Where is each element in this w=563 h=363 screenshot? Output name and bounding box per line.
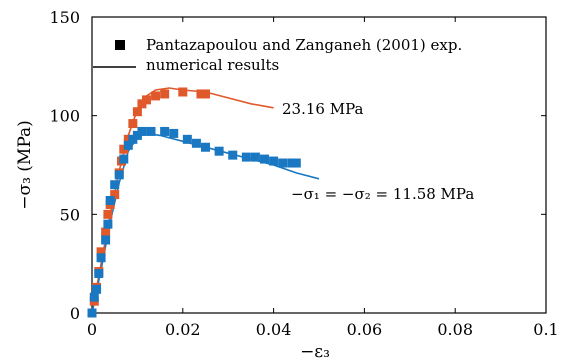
data-point: [96, 247, 106, 257]
data-point: [110, 190, 120, 200]
ticks: 0 0.02 0.04 0.06 0.08 0.1 0 50 100 150: [49, 8, 558, 339]
data-point: [178, 87, 188, 97]
legend-label-experimental: Pantazapoulou and Zanganeh (2001) exp.: [146, 36, 462, 54]
data-point: [89, 292, 99, 302]
data-point: [101, 235, 111, 245]
data-point: [119, 154, 129, 164]
data-point: [250, 152, 260, 162]
data-point: [87, 308, 97, 318]
data-point: [137, 99, 147, 109]
data-point: [278, 158, 288, 168]
data-point: [96, 253, 106, 263]
legend: Pantazapoulou and Zanganeh (2001) exp. n…: [93, 36, 462, 74]
data-point: [241, 152, 251, 162]
annotation-confinement: −σ₁ = −σ₂ = 11.58 MPa: [291, 185, 474, 203]
data-point: [228, 150, 238, 160]
data-point: [92, 284, 102, 294]
data-point: [110, 180, 120, 190]
series-layer: [87, 87, 320, 318]
data-point: [123, 140, 133, 150]
data-point: [132, 107, 142, 117]
x-tick-label: 0.1: [533, 320, 558, 339]
data-point: [114, 170, 124, 180]
data-point: [101, 227, 111, 237]
data-point: [146, 126, 156, 136]
x-tick-label: 0.02: [165, 320, 201, 339]
y-tick-label: 0: [70, 304, 80, 323]
data-point: [201, 142, 210, 152]
data-point: [103, 209, 113, 219]
data-point: [201, 89, 210, 99]
legend-marker-experimental: [115, 40, 125, 50]
axes-frame: [91, 16, 547, 314]
data-point: [123, 134, 133, 144]
x-tick-label: 0: [87, 320, 97, 339]
data-point: [269, 156, 279, 166]
data-point: [169, 128, 179, 138]
numerical-curve: [91, 87, 274, 314]
y-tick-label: 50: [60, 205, 80, 224]
x-tick-label: 0.06: [347, 320, 383, 339]
data-point: [132, 130, 142, 140]
data-point: [214, 146, 224, 156]
y-axis-title: −σ₃ (MPa): [15, 120, 35, 210]
x-tick-label: 0.08: [437, 320, 473, 339]
annotation-23mpa: 23.16 MPa: [282, 100, 363, 118]
legend-label-numerical: numerical results: [146, 56, 279, 74]
data-point: [151, 91, 161, 101]
y-tick-label: 100: [49, 107, 80, 126]
data-point: [119, 144, 129, 154]
data-point: [94, 269, 104, 279]
data-point: [196, 89, 206, 99]
data-point: [141, 95, 151, 105]
data-point: [137, 126, 147, 136]
data-point: [291, 158, 301, 168]
data-point: [128, 119, 138, 129]
data-point: [160, 89, 170, 99]
x-axis-title: −ε₃: [300, 342, 330, 362]
data-point: [103, 219, 113, 229]
data-point: [128, 134, 138, 144]
plot-area: [91, 16, 547, 314]
data-point: [287, 158, 297, 168]
data-point: [160, 126, 170, 136]
data-point: [105, 196, 115, 206]
data-point: [191, 138, 201, 148]
data-point: [182, 134, 192, 144]
x-tick-label: 0.04: [256, 320, 292, 339]
y-tick-label: 150: [49, 8, 80, 27]
data-point: [260, 154, 270, 164]
